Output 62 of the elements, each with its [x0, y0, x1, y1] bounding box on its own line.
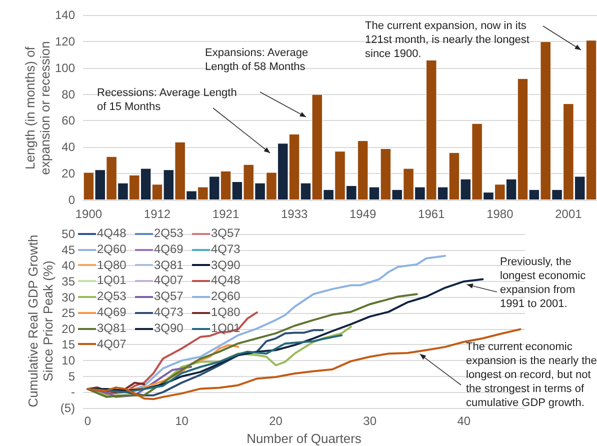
y-axis-title: Length (in months) of expansion or recession [22, 40, 52, 176]
legend-label: 2Q53 [96, 289, 126, 304]
legend-label: 4Q73 [153, 305, 184, 320]
y-tick-label: 50 [62, 227, 76, 241]
y-tick-label: 30 [62, 290, 76, 304]
legend-label: 4Q69 [96, 305, 126, 320]
annotation: Recessions: Average Length of 15 Months [97, 86, 238, 114]
y-tick-label: (5) [60, 401, 75, 415]
x-tick-label: 40 [457, 414, 471, 428]
annotation: The current expansion, now in its 121st month, is nearly the longest since 1900. [365, 19, 530, 61]
y-axis-title: Cumulative Real GDP Growth Since Prior Peak (%) [25, 234, 55, 408]
legend-label: 2Q60 [210, 289, 240, 304]
y-tick-label: 15 [62, 338, 76, 352]
y-tick-label: 20 [62, 322, 76, 336]
x-tick-label: 1961 [418, 207, 446, 221]
x-tick-label: 1921 [212, 207, 240, 221]
legend-label: 4Q69 [153, 242, 184, 257]
x-tick-label: 10 [175, 414, 189, 428]
x-tick-label: 30 [363, 414, 377, 428]
legend-label: 3Q90 [153, 320, 184, 336]
y-tick-label: 100 [54, 60, 76, 75]
legend-label: 4Q73 [210, 242, 240, 257]
legend-label: 3Q57 [153, 289, 184, 304]
y-tick-label: 10 [62, 354, 76, 368]
legend-label: 4Q07 [153, 273, 184, 288]
legend-label: 4Q07 [96, 336, 126, 352]
y-tick-label: 5 [68, 369, 76, 384]
x-axis-title: Number of Quarters [246, 430, 362, 446]
x-tick-label: 0 [84, 414, 92, 428]
legend-label: 2Q60 [96, 242, 126, 257]
legend-label: 1Q01 [96, 273, 126, 288]
y-tick-label: 40 [62, 140, 76, 154]
legend-label: 3Q57 [210, 226, 240, 241]
y-tick-label: 0 [68, 193, 76, 207]
legend-label: 3Q81 [153, 258, 184, 273]
annotation: The current economic expansion is the nearly the longest on record, but not the strongest in terms of cumulative GDP growth. [466, 340, 597, 410]
y-tick-label: 40 [62, 258, 76, 273]
legend-label: 1Q80 [96, 258, 126, 273]
y-tick-label: 45 [62, 242, 76, 257]
y-tick-label: 80 [62, 87, 76, 102]
legend-label: 3Q81 [96, 320, 126, 336]
legend-label: 3Q90 [210, 258, 240, 273]
y-tick-label: 140 [54, 8, 76, 22]
y-tick-label: 120 [54, 34, 76, 48]
x-tick-label: 1949 [349, 207, 377, 221]
x-tick-label: 2001 [555, 207, 582, 221]
x-tick-label: 1980 [486, 207, 514, 221]
x-tick-label: 1933 [280, 207, 308, 221]
x-tick-label: 20 [269, 414, 283, 428]
y-tick-label: - [71, 385, 75, 400]
y-tick-label: 20 [62, 166, 76, 181]
legend-label: 4Q48 [210, 273, 240, 288]
y-tick-label: 60 [62, 114, 76, 128]
x-tick-label: 1912 [144, 207, 171, 221]
legend-label: 4Q48 [96, 226, 126, 241]
legend-label: 1Q80 [210, 305, 240, 320]
annotation: Previously, the longest economic expansion from 1991 to 2001. [500, 255, 587, 311]
annotation: Expansions: Average Length of 58 Months [205, 46, 310, 74]
legend-label: 2Q53 [153, 226, 184, 241]
x-tick-label: 1900 [75, 207, 102, 221]
y-tick-label: 35 [62, 274, 76, 288]
y-tick-label: 25 [62, 306, 76, 320]
